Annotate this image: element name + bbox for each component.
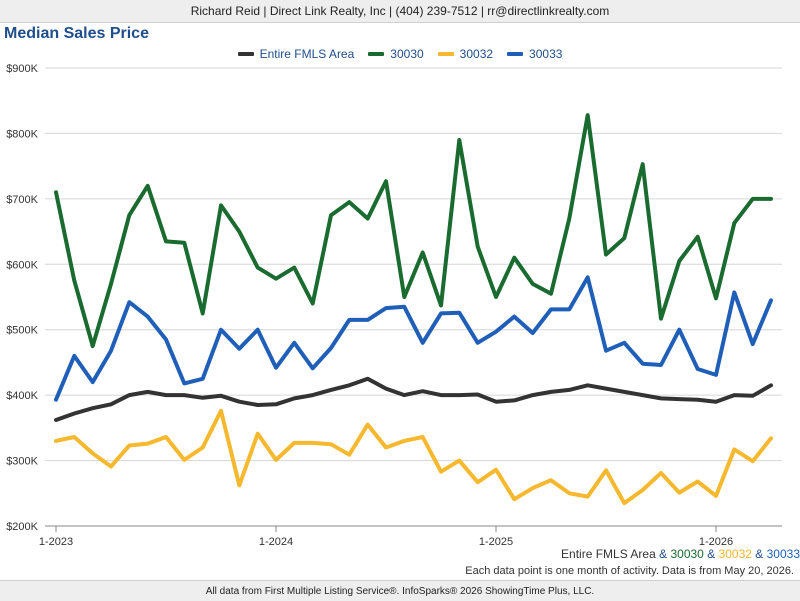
y-tick-label: $500K	[6, 325, 38, 337]
legend-item-entire-fmls[interactable]: Entire FMLS Area	[237, 47, 355, 61]
legend-label: Entire FMLS Area	[259, 47, 355, 61]
area-label-30032: 30032	[718, 547, 752, 561]
legend-item-30032[interactable]: 30032	[437, 47, 494, 61]
legend-swatch	[437, 52, 454, 56]
y-tick-label: $300K	[6, 456, 38, 468]
y-tick-label: $700K	[6, 194, 38, 206]
series-line-30033	[54, 275, 773, 402]
series-line-entire-fmls-area	[54, 376, 773, 422]
y-tick-label: $900K	[6, 63, 38, 75]
legend-item-30033[interactable]: 30033	[507, 47, 562, 61]
y-tick-label: $600K	[6, 259, 38, 271]
source-text: All data from First Multiple Listing Ser…	[205, 585, 595, 597]
y-tick-label: $200K	[6, 521, 38, 533]
legend-swatch	[368, 52, 385, 56]
legend-swatch	[507, 52, 524, 56]
area-list: Entire FMLS Area & 30030 & 30032 & 30033	[561, 547, 800, 561]
series-line-30032	[54, 408, 773, 506]
legend-item-30030[interactable]: 30030	[368, 47, 424, 61]
x-tick-label: 1-2024	[259, 536, 293, 548]
legend-label: 30030	[390, 47, 424, 61]
legend-label: 30032	[459, 47, 494, 61]
area-label-30033: 30033	[766, 547, 800, 561]
legend-swatch	[237, 52, 254, 56]
chart-title: Median Sales Price	[4, 25, 149, 42]
x-tick-label: 1-2025	[479, 536, 513, 548]
contact-info: Richard Reid | Direct Link Realty, Inc |…	[190, 4, 610, 18]
legend-label: 30033	[529, 47, 563, 61]
source-footer: All data from First Multiple Listing Ser…	[0, 580, 800, 601]
y-tick-label: $400K	[6, 390, 38, 402]
data-note: Each data point is one month of activity…	[465, 565, 794, 577]
header-contact-bar: Richard Reid | Direct Link Realty, Inc |…	[0, 0, 800, 23]
area-label-entire-fmls: Entire FMLS Area	[561, 547, 656, 561]
area-label-30030: 30030	[670, 547, 704, 561]
area-separator: &	[755, 547, 764, 561]
area-separator: &	[707, 547, 716, 561]
x-tick-label: 1-2026	[699, 536, 733, 548]
chart-legend: Entire FMLS Area 30030 30032 30033	[0, 46, 800, 62]
area-separator: &	[659, 547, 668, 561]
y-tick-label: $800K	[6, 128, 38, 140]
series-line-30030	[54, 113, 773, 349]
x-tick-label: 1-2023	[39, 536, 73, 548]
